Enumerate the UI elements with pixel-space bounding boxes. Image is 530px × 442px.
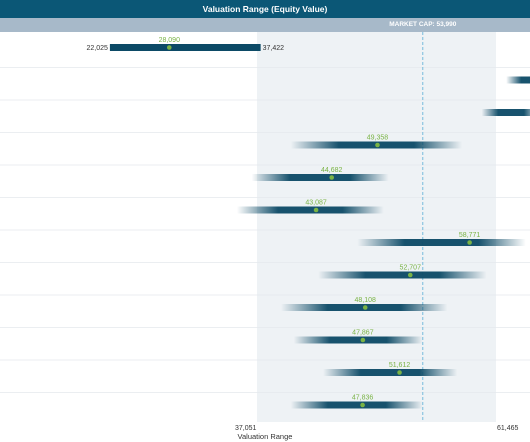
range-low-label: 22,025 (86, 45, 108, 52)
midpoint-value-label: 44,682 (321, 167, 343, 174)
chart-subheader (0, 18, 530, 32)
range-bar (506, 76, 530, 84)
midpoint-dot (329, 175, 335, 180)
midpoint-dot (362, 305, 368, 310)
midpoint-value-label: 58,771 (459, 232, 481, 239)
midpoint-value-label: 51,612 (389, 362, 411, 369)
range-bar (109, 44, 261, 51)
midpoint-value-label: 43,087 (305, 200, 327, 207)
midpoint-dot (313, 207, 319, 213)
midpoint-dot (166, 45, 172, 50)
midpoint-value-label: 48,108 (355, 297, 377, 304)
midpoint-dot (467, 240, 472, 245)
midpoint-dot (407, 272, 413, 278)
midpoint-dot (397, 370, 402, 375)
range-bar (318, 271, 487, 279)
x-axis-tick-label-min: 37,051 (235, 425, 257, 432)
range-bar (290, 401, 423, 409)
chart-title: Valuation Range (Equity Value) (0, 0, 530, 18)
range-bar (251, 174, 389, 181)
midpoint-dot (375, 142, 380, 148)
range-bar (323, 369, 458, 376)
midpoint-value-label: 47,836 (352, 395, 374, 402)
x-axis-title: Valuation Range (237, 432, 293, 441)
market-cap-label: MARKET CAP: 53,990 (389, 21, 457, 28)
midpoint-value-label: 47,867 (352, 330, 374, 337)
midpoint-value-label: 52,707 (400, 265, 422, 272)
range-bar (481, 109, 530, 116)
range-bar (293, 336, 423, 344)
midpoint-value-label: 49,358 (367, 135, 389, 142)
range-bar (357, 239, 526, 246)
range-bar (236, 206, 384, 214)
midpoint-dot (360, 402, 365, 408)
range-high-label: 37,422 (263, 45, 285, 52)
x-axis-tick-label-max: 61,465 (497, 425, 519, 432)
valuation-band (257, 32, 496, 422)
midpoint-value-label: 28,090 (159, 37, 181, 44)
midpoint-dot (360, 337, 366, 343)
